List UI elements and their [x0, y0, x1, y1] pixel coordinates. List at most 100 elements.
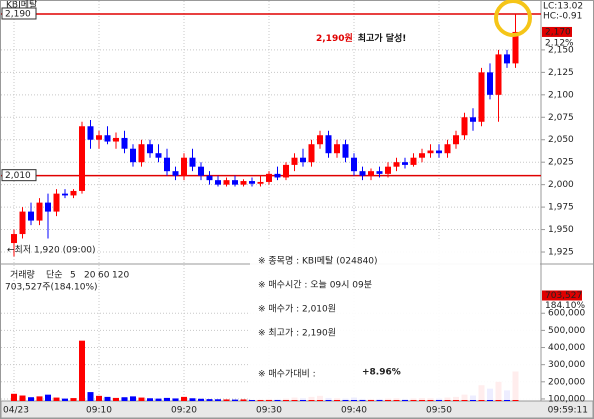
volume-bar	[215, 399, 221, 401]
info-compare-value: +8.96%	[362, 368, 401, 378]
volume-bar	[155, 398, 162, 401]
reference-label-box	[1, 169, 37, 182]
candle-body	[478, 72, 485, 122]
y-tick-label: 2,125	[548, 68, 574, 78]
x-tick-label: 09:30	[256, 406, 282, 416]
volume-bar	[130, 396, 136, 401]
hc: HC:-0.91	[543, 12, 582, 22]
low-annotation: ←최저 1,920 (09:00)	[7, 245, 96, 256]
volume-bar	[79, 340, 85, 401]
volume-bar	[96, 395, 102, 401]
lc: LC:13.02	[543, 2, 583, 12]
high-text: 최고가 달성!	[358, 32, 407, 44]
x-tick-label: 09:20	[171, 406, 197, 416]
volume-bar	[240, 399, 247, 401]
candle-body	[504, 54, 510, 64]
volume-bar	[28, 397, 34, 401]
candle-body	[53, 193, 60, 212]
candle-body	[325, 135, 332, 154]
candle-body	[274, 173, 281, 178]
reference-label: 2,010	[5, 171, 31, 181]
reference-label: 2,190	[5, 9, 31, 19]
candle-body	[138, 144, 145, 163]
last-change: 2.12%	[545, 38, 574, 48]
y-tick-label: 2,025	[548, 158, 574, 168]
info-line: ※ 매수시간 : 오늘 09시 09분	[258, 280, 372, 291]
last-price-box	[542, 26, 572, 37]
x-tick-label: 04/23	[3, 406, 29, 416]
volume-bar	[87, 392, 94, 401]
candle-body	[121, 137, 128, 149]
vol-tick-label: 600,000	[548, 309, 585, 319]
volume-bar	[104, 396, 111, 401]
last-price: 2,170	[545, 27, 571, 37]
volume-bar	[113, 397, 119, 401]
volume-bar	[232, 399, 238, 401]
candle-body	[376, 171, 383, 174]
volume-bar	[53, 397, 60, 401]
volume-bar	[70, 398, 77, 401]
volume-bar	[19, 395, 26, 401]
volume-bar	[223, 399, 230, 401]
y-tick-label: 2,000	[548, 180, 574, 190]
candle-body	[249, 181, 255, 184]
vol-legend-period: 120	[112, 271, 129, 281]
info-box	[250, 240, 540, 400]
vol-legend-period: 60	[98, 271, 110, 281]
last-volume-ratio: 184.10%	[545, 301, 585, 311]
candle-body	[308, 144, 315, 163]
candle-body	[495, 54, 502, 95]
high-price: 2,190원	[316, 32, 353, 44]
candle-body	[147, 144, 153, 154]
info-compare-label: ※ 매수가대비 :	[258, 369, 316, 380]
candle-body	[198, 166, 204, 176]
candle-body	[155, 153, 162, 158]
x-tick-label: 09:10	[86, 406, 112, 416]
candle-body	[223, 180, 230, 185]
candle-body	[291, 157, 298, 165]
candle-body	[266, 173, 272, 182]
volume-bar	[189, 398, 196, 401]
candle-body	[368, 171, 374, 176]
candle-body	[19, 211, 26, 235]
vol-legend-type: 단순	[46, 270, 63, 281]
candle-body	[45, 202, 51, 212]
candle-body	[351, 157, 357, 172]
info: ※ 종목명 : KBI메탈 (024840) ※ 매수시간 : 오늘 09시 09…	[258, 256, 401, 380]
y-tick-label: 2,075	[548, 113, 574, 123]
last-volume: 703,527	[545, 291, 582, 301]
candle-body	[444, 144, 451, 154]
candle-body	[79, 126, 85, 191]
current-time: 09:59:11	[548, 406, 588, 416]
candle-body	[436, 150, 442, 154]
candle-body	[300, 157, 306, 163]
x-tick-label: 09:40	[341, 406, 367, 416]
right-axis-area	[541, 1, 593, 401]
candle-body	[470, 117, 476, 122]
candle-body	[172, 171, 179, 176]
candle-body	[427, 150, 434, 154]
y-tick-label: 2,050	[548, 135, 574, 145]
candle-body	[257, 181, 264, 184]
candle-body	[487, 72, 493, 95]
candle-body	[453, 135, 459, 145]
y-tick-label: 2,100	[548, 90, 574, 100]
candle-body	[96, 135, 102, 140]
vol-tick-label: 200,000	[548, 377, 585, 387]
candle-body	[164, 157, 170, 172]
candle-body	[28, 211, 34, 221]
x-tick-label: 09:50	[426, 406, 452, 416]
candle-body	[342, 144, 349, 158]
volume-bar	[62, 398, 68, 401]
vol-legend-period: 5	[70, 271, 76, 281]
y-tick-label: 1,925	[548, 248, 574, 258]
candle-body	[70, 190, 77, 196]
candle-body	[393, 162, 400, 167]
reference-label-box	[1, 7, 37, 20]
candle-body	[62, 193, 68, 196]
volume-bar	[257, 399, 264, 401]
vol-tick-label: 500,000	[548, 326, 585, 336]
vol-legend-period: 20	[84, 271, 96, 281]
volume-bar	[147, 398, 153, 401]
volume-bar	[45, 394, 51, 401]
